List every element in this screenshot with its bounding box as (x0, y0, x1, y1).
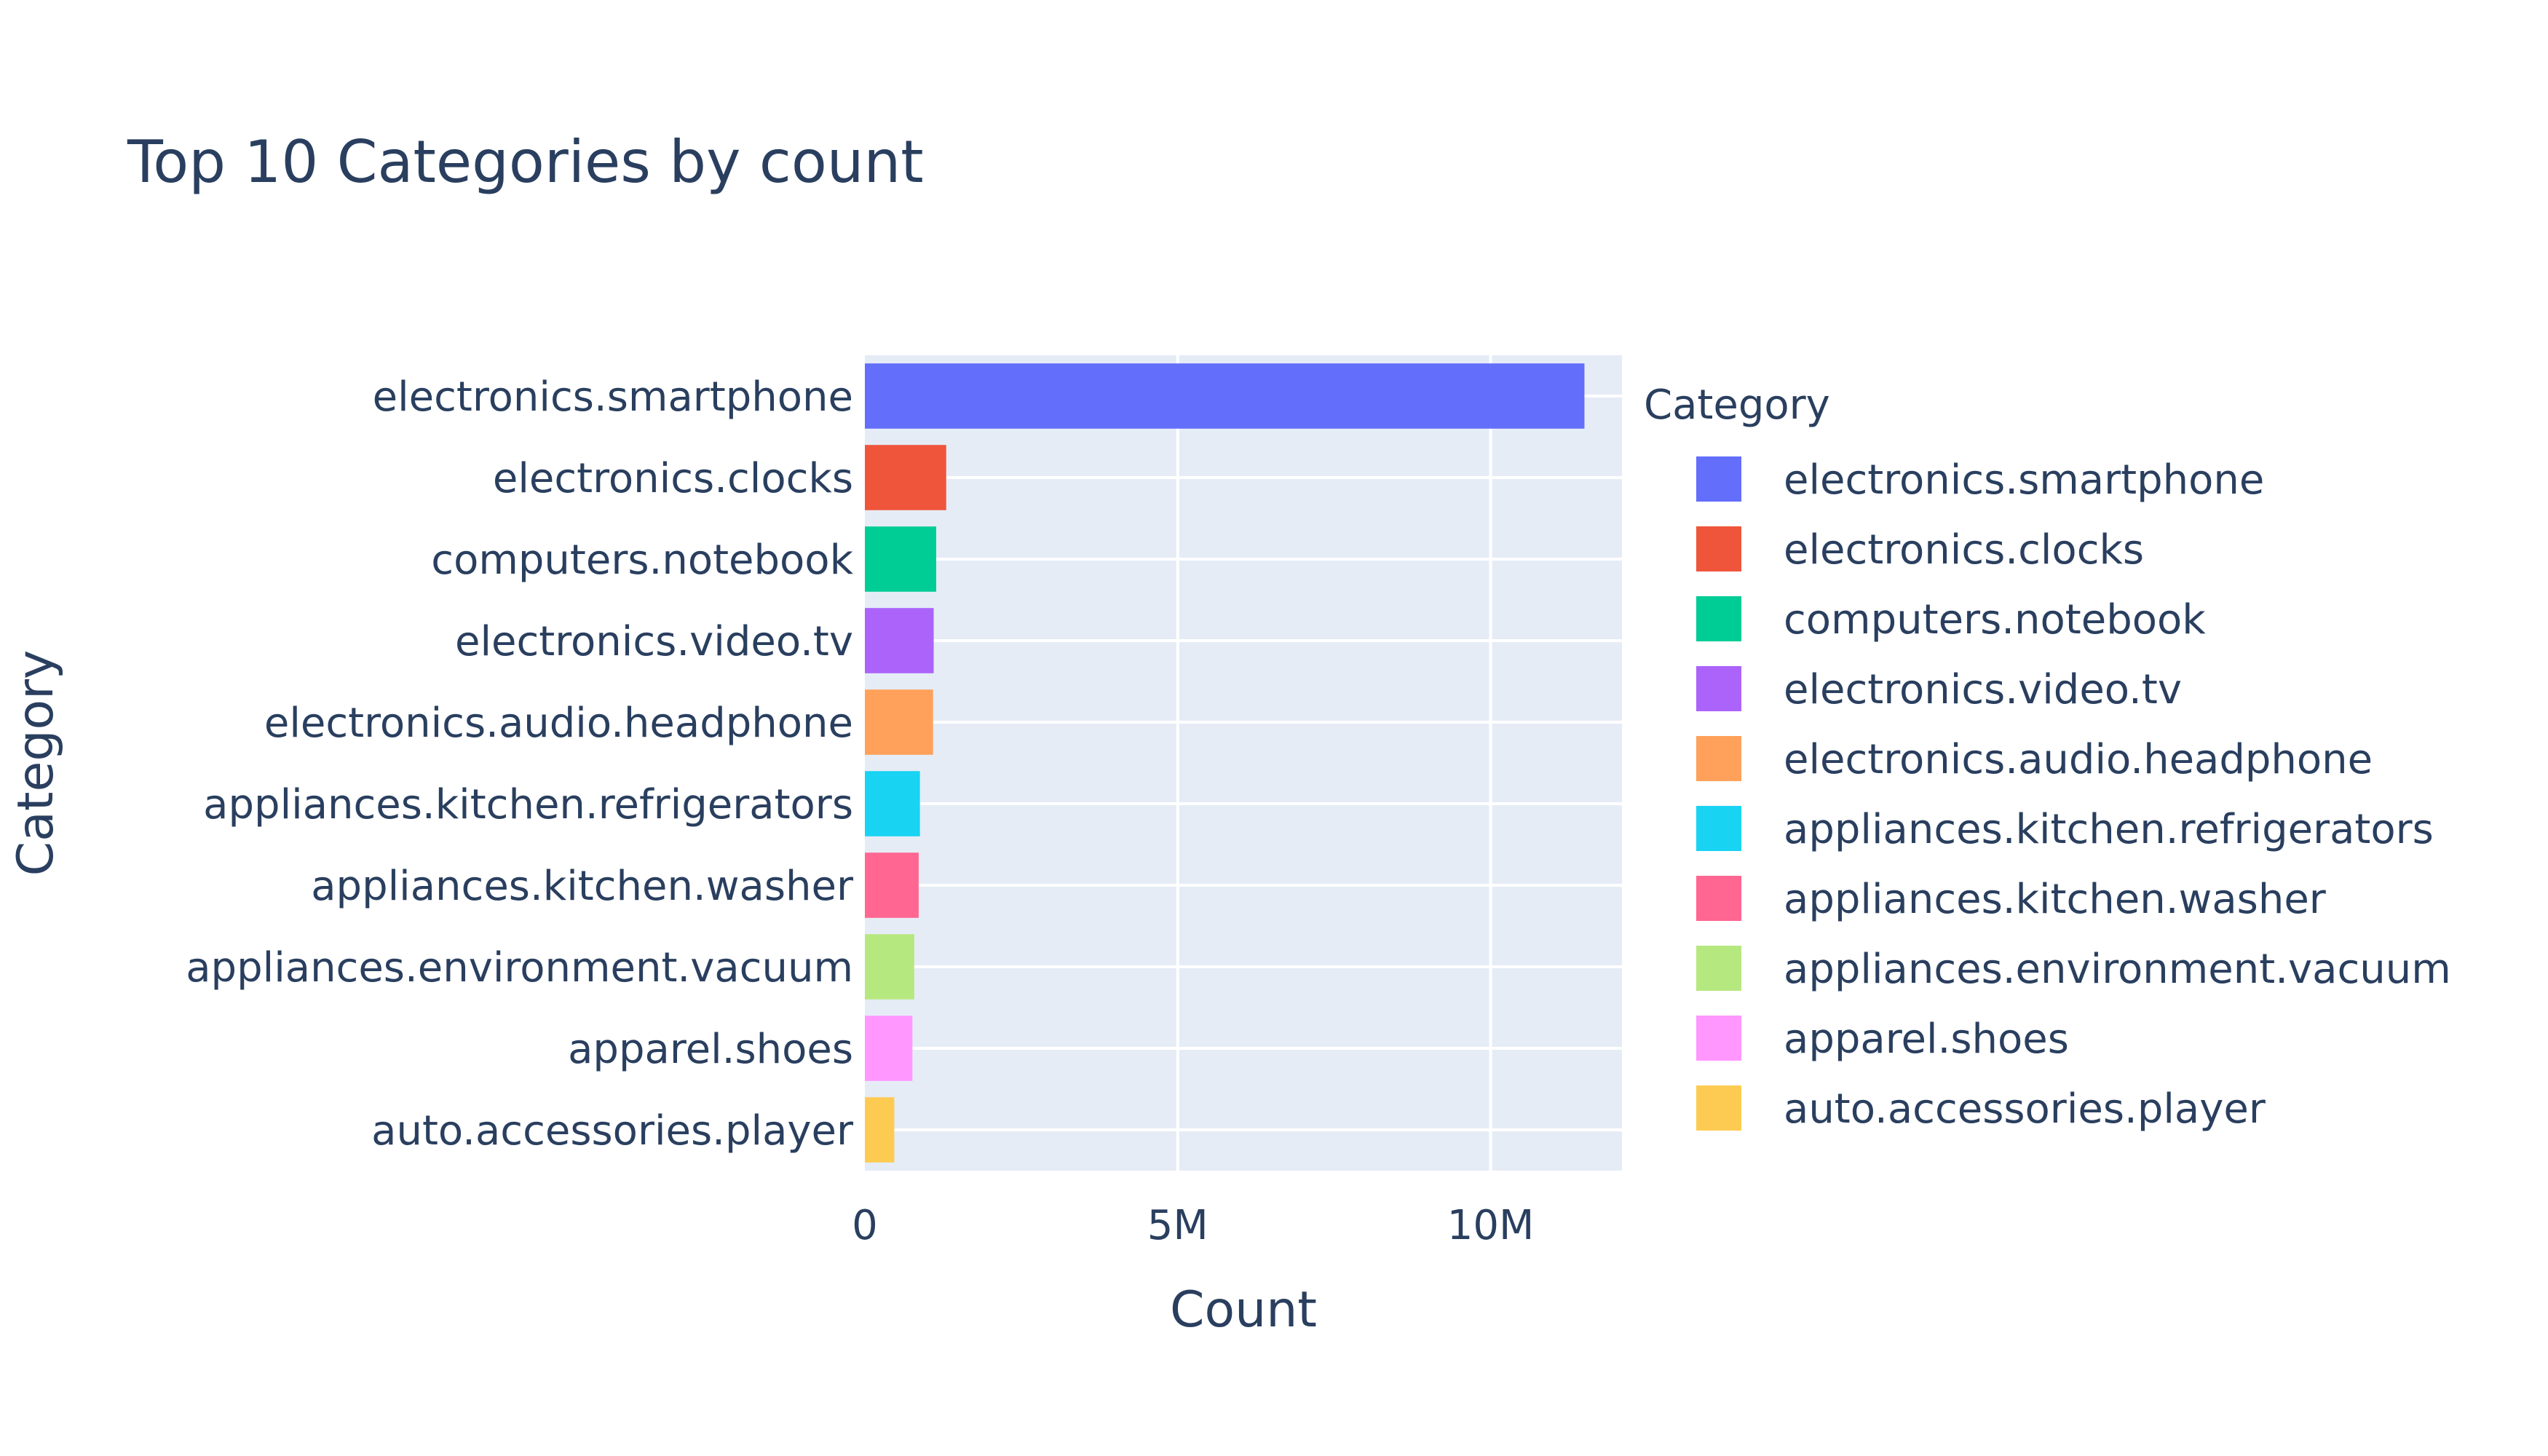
y-tick-label: electronics.clocks (493, 455, 853, 502)
legend-label: electronics.video.tv (1784, 666, 2182, 713)
legend-item[interactable]: electronics.video.tv (1696, 666, 2182, 713)
y-tick-label: electronics.smartphone (373, 373, 853, 421)
legend-label: auto.accessories.player (1784, 1085, 2266, 1133)
legend-swatch (1696, 806, 1741, 851)
bars (865, 363, 1585, 1163)
bar (865, 852, 919, 918)
legend-label: apparel.shoes (1784, 1016, 2069, 1063)
legend-swatch (1696, 666, 1741, 711)
legend-swatch (1696, 456, 1741, 502)
chart-title: Top 10 Categories by count (127, 128, 924, 196)
y-tick-label: computers.notebook (431, 537, 853, 584)
legend-label: appliances.kitchen.refrigerators (1784, 806, 2434, 853)
y-tick-label: appliances.kitchen.washer (311, 863, 854, 910)
bar (865, 526, 936, 592)
legend-swatch (1696, 736, 1741, 781)
y-axis-ticks: electronics.smartphone electronics.clocks… (186, 373, 854, 1155)
legend: Category electronics.smartphoneelectroni… (1644, 381, 2451, 1133)
bar (865, 934, 914, 1000)
legend-swatch (1696, 946, 1741, 991)
legend-label: appliances.environment.vacuum (1784, 946, 2451, 993)
legend-item[interactable]: appliances.kitchen.washer (1696, 876, 2327, 923)
bar (865, 771, 920, 836)
legend-swatch (1696, 596, 1741, 641)
legend-label: electronics.clocks (1784, 526, 2144, 574)
legend-item[interactable]: apparel.shoes (1696, 1016, 2069, 1063)
bar (865, 1097, 895, 1163)
legend-item[interactable]: appliances.kitchen.refrigerators (1696, 806, 2434, 853)
legend-item[interactable]: electronics.smartphone (1696, 456, 2264, 504)
x-axis-ticks: 0 5M 10M (852, 1202, 1534, 1249)
bar (865, 689, 933, 755)
y-tick-label: apparel.shoes (568, 1026, 853, 1073)
legend-item[interactable]: computers.notebook (1696, 596, 2206, 644)
legend-items: electronics.smartphone electronics.clocks… (1696, 456, 2451, 1133)
legend-label: electronics.audio.headphone (1784, 736, 2373, 783)
y-tick-label: appliances.kitchen.refrigerators (203, 781, 853, 828)
bar (865, 445, 946, 510)
legend-item[interactable]: auto.accessories.player (1696, 1085, 2266, 1133)
legend-item[interactable]: electronics.audio.headphone (1696, 736, 2373, 783)
bar (865, 363, 1585, 429)
legend-item[interactable]: appliances.environment.vacuum (1696, 946, 2451, 993)
y-axis-title: Category (7, 650, 65, 877)
bar (865, 1016, 913, 1081)
legend-swatch (1696, 526, 1741, 571)
legend-swatch (1696, 1085, 1741, 1131)
legend-label: electronics.smartphone (1784, 456, 2264, 504)
y-tick-label: auto.accessories.player (371, 1107, 854, 1155)
legend-swatch (1696, 876, 1741, 921)
y-tick-label: electronics.audio.headphone (264, 700, 853, 747)
plot-area (865, 355, 1622, 1171)
x-axis-title: Count (1170, 1281, 1317, 1339)
y-tick-label: appliances.environment.vacuum (186, 944, 853, 992)
x-tick-label: 5M (1147, 1202, 1208, 1249)
x-tick-label: 10M (1447, 1202, 1535, 1249)
legend-title: Category (1644, 381, 1830, 429)
x-tick-label: 0 (852, 1202, 878, 1249)
legend-item[interactable]: electronics.clocks (1696, 526, 2144, 574)
legend-label: computers.notebook (1784, 596, 2206, 644)
y-tick-label: electronics.video.tv (455, 618, 853, 665)
bar (865, 608, 934, 673)
legend-label: appliances.kitchen.washer (1784, 876, 2327, 923)
legend-swatch (1696, 1016, 1741, 1061)
gridlines (865, 355, 1622, 1171)
